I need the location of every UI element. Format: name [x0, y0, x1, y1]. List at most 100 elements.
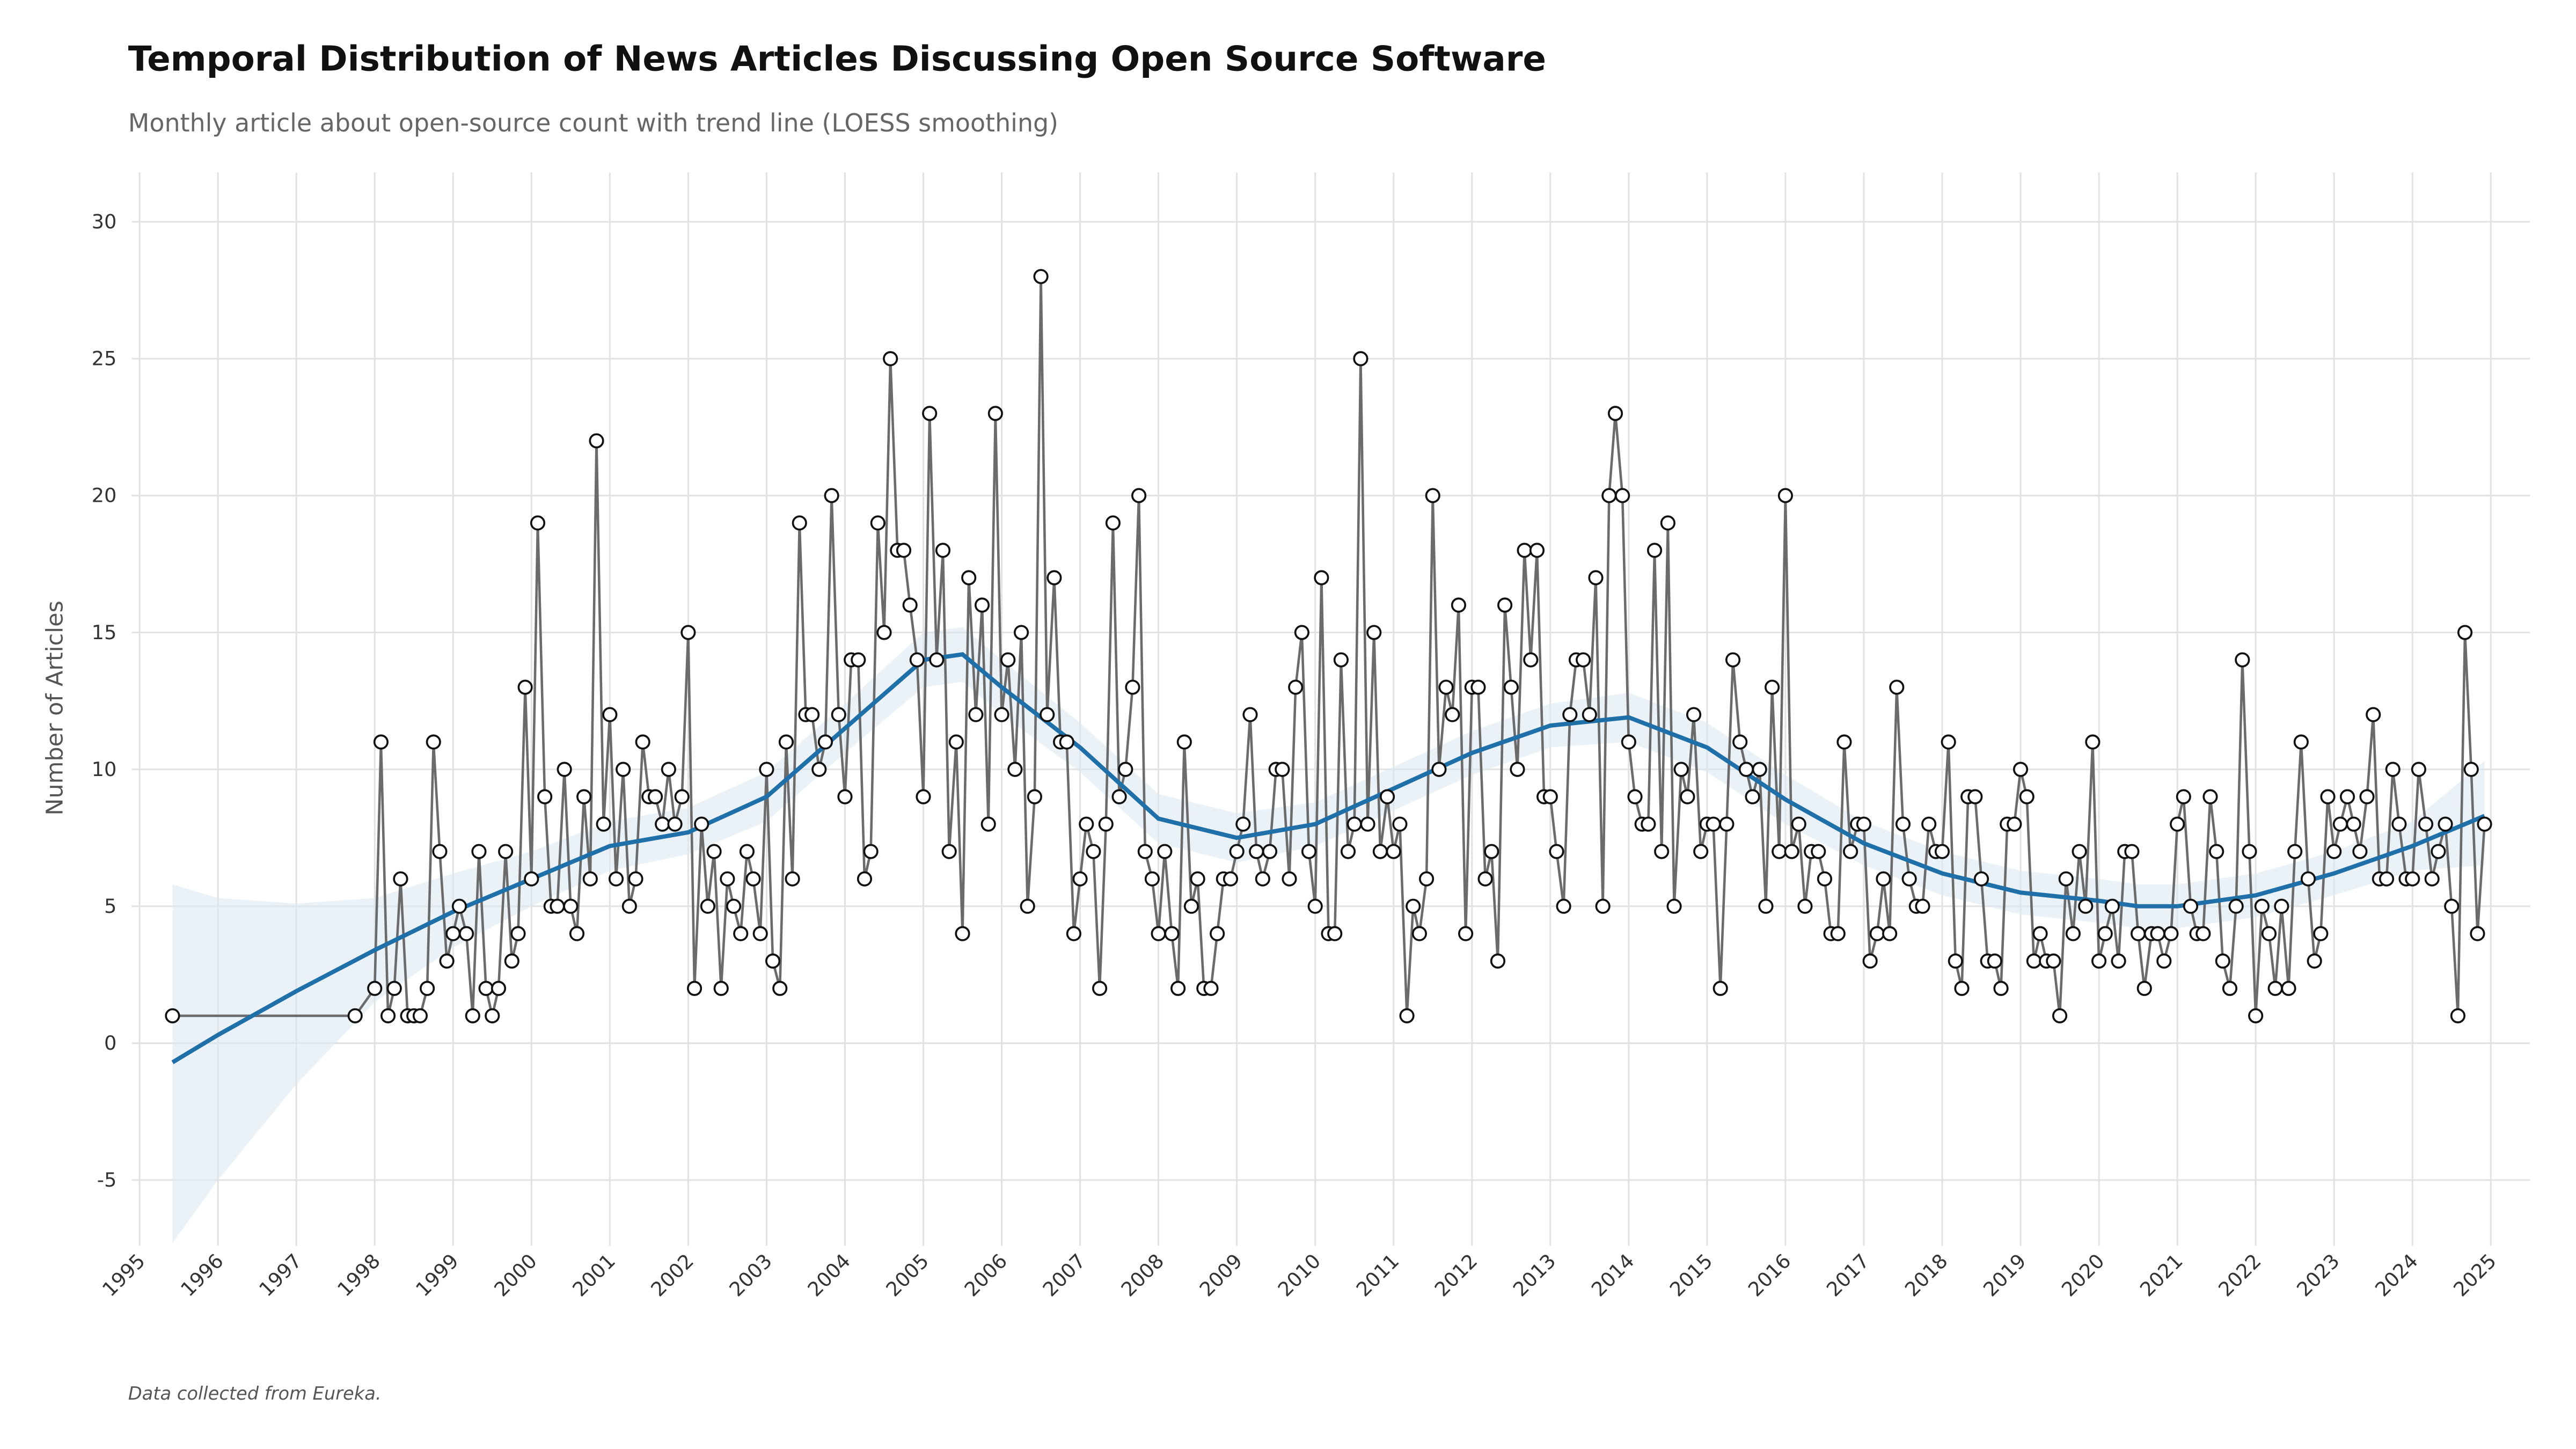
data-point — [909, 652, 925, 668]
data-point — [1673, 762, 1689, 777]
data-point — [1176, 734, 1192, 750]
data-point — [459, 926, 474, 941]
data-point — [2254, 898, 2270, 914]
data-point — [1732, 734, 1748, 750]
data-point — [2287, 844, 2303, 859]
data-point — [1641, 816, 1656, 832]
data-point — [2444, 898, 2460, 914]
data-point — [1079, 816, 1094, 832]
data-point — [373, 734, 389, 750]
data-point — [1510, 762, 1525, 777]
data-point — [393, 871, 408, 887]
data-point — [491, 980, 507, 996]
data-point — [1562, 707, 1578, 722]
data-point — [1118, 762, 1133, 777]
data-point — [2391, 816, 2407, 832]
data-point — [1693, 844, 1709, 859]
data-point — [1131, 488, 1147, 503]
data-point — [2332, 816, 2348, 832]
data-point — [817, 734, 833, 750]
data-point — [1484, 844, 1499, 859]
data-point — [1164, 926, 1180, 941]
data-point — [987, 406, 1003, 421]
data-point — [1072, 871, 1088, 887]
data-point — [1777, 488, 1794, 503]
data-point — [1987, 953, 2002, 969]
data-point — [2058, 871, 2074, 887]
data-point — [2163, 926, 2179, 941]
data-point — [733, 926, 749, 941]
data-point — [2150, 926, 2165, 941]
data-point — [700, 898, 715, 914]
data-point — [2032, 926, 2048, 941]
data-point — [380, 1008, 396, 1023]
data-point — [1856, 816, 1872, 832]
data-point — [647, 789, 663, 804]
data-point — [706, 844, 722, 859]
data-point — [1470, 679, 1486, 695]
data-point — [2072, 844, 2087, 859]
data-point — [1406, 898, 1421, 914]
data-point — [2097, 926, 2113, 941]
data-point — [471, 844, 487, 859]
data-point — [851, 652, 866, 668]
data-point — [720, 871, 735, 887]
data-point — [628, 871, 643, 887]
data-point — [2359, 789, 2375, 804]
data-point — [1125, 679, 1140, 695]
data-point — [439, 953, 455, 969]
data-point — [2131, 926, 2146, 941]
data-point — [1275, 762, 1290, 777]
data-point — [432, 844, 448, 859]
data-point — [2438, 816, 2453, 832]
data-point — [2091, 953, 2107, 969]
data-point — [1111, 789, 1127, 804]
chart-subtitle: Monthly article about open-source count … — [128, 108, 1058, 137]
data-point — [2019, 789, 2035, 804]
data-point — [576, 789, 592, 804]
data-point — [2411, 762, 2426, 777]
data-point — [419, 980, 435, 996]
data-point — [929, 652, 945, 668]
data-point — [968, 707, 984, 722]
data-point — [2431, 844, 2446, 859]
data-point — [980, 816, 996, 832]
data-point — [1458, 926, 1474, 941]
data-point — [1680, 789, 1695, 804]
data-point — [478, 980, 494, 996]
data-point — [935, 543, 951, 558]
data-point — [2170, 816, 2185, 832]
data-point — [667, 816, 683, 832]
data-point — [1523, 652, 1539, 668]
data-point — [1529, 543, 1545, 558]
data-point — [367, 980, 383, 996]
data-point — [530, 515, 546, 531]
data-point — [1235, 816, 1251, 832]
data-point — [2248, 1008, 2264, 1023]
data-point — [2385, 762, 2401, 777]
data-point — [1137, 844, 1153, 859]
data-point — [713, 980, 729, 996]
data-point — [1646, 543, 1663, 558]
data-point — [1817, 871, 1833, 887]
data-point — [2326, 844, 2342, 859]
data-point — [2136, 980, 2152, 996]
data-point — [498, 844, 514, 859]
data-point — [752, 926, 768, 941]
data-point — [902, 597, 918, 613]
y-tick-label: 20 — [92, 484, 117, 507]
data-point — [1445, 707, 1460, 722]
y-axis-label: Number of Articles — [41, 601, 68, 815]
data-point — [2366, 707, 2381, 722]
data-point — [1301, 844, 1317, 859]
data-point — [1869, 926, 1885, 941]
data-point — [2156, 953, 2172, 969]
data-point — [941, 844, 957, 859]
data-point — [1549, 844, 1564, 859]
data-point — [602, 707, 618, 722]
data-point — [2450, 1008, 2466, 1023]
data-point — [686, 980, 702, 996]
data-point — [563, 898, 579, 914]
data-point — [785, 871, 800, 887]
